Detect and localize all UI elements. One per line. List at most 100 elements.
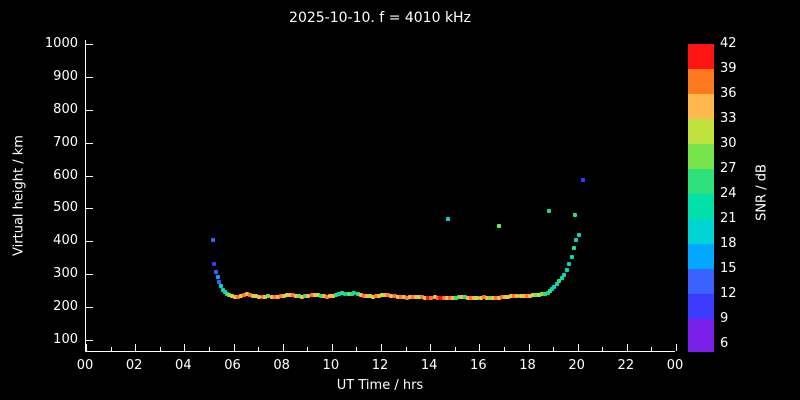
colorbar-segment (688, 194, 714, 219)
data-point (227, 292, 232, 297)
x-tick-mark (676, 344, 677, 351)
data-point (251, 293, 256, 298)
data-point (574, 238, 579, 243)
x-minor-tick-mark (602, 347, 604, 351)
data-point (426, 295, 431, 300)
data-point (573, 213, 578, 218)
x-minor-tick-mark (651, 347, 653, 351)
data-point (557, 279, 562, 284)
data-point (457, 295, 462, 300)
x-tick-label: 04 (175, 358, 192, 373)
data-point (343, 291, 348, 296)
data-point (478, 295, 483, 300)
data-point (554, 282, 559, 287)
data-point (290, 292, 295, 297)
data-point (564, 267, 569, 272)
data-point (331, 293, 336, 298)
y-tick-label: 500 (53, 200, 78, 216)
data-point (349, 291, 354, 296)
data-point (263, 294, 268, 299)
x-tick-label: 20 (568, 358, 585, 373)
colorbar-tick-label: 9 (720, 311, 729, 326)
data-point (309, 292, 314, 297)
colorbar-tick-label: 12 (720, 286, 737, 301)
data-point (327, 294, 332, 299)
colorbar-tick-label: 39 (720, 61, 737, 76)
data-point (219, 284, 224, 289)
colorbar-segment (688, 319, 714, 352)
data-point (386, 293, 391, 298)
data-point (567, 262, 572, 267)
x-minor-tick-mark (553, 347, 555, 351)
x-tick-mark (479, 344, 481, 351)
data-point (238, 294, 243, 299)
x-tick-label: 10 (322, 358, 340, 373)
data-point (547, 209, 552, 214)
x-tick-mark (381, 344, 382, 351)
data-point (484, 295, 489, 300)
data-point (278, 293, 283, 298)
data-point (463, 295, 468, 300)
data-point (398, 294, 403, 299)
data-point (481, 295, 486, 300)
data-point (383, 292, 388, 297)
data-point (515, 293, 520, 298)
data-point (521, 294, 526, 299)
data-point (269, 294, 274, 299)
data-point (506, 294, 511, 299)
x-minor-tick-mark (258, 347, 260, 351)
y-tick-mark (86, 142, 93, 144)
x-tick-mark (135, 344, 137, 351)
y-tick-label: 200 (53, 299, 78, 315)
data-point (254, 294, 259, 299)
data-point (540, 292, 545, 297)
data-point (503, 294, 508, 299)
data-point (435, 295, 440, 300)
data-point (487, 295, 492, 300)
x-tick-mark (184, 344, 186, 351)
x-tick-label: 16 (470, 358, 487, 373)
colorbar (688, 44, 714, 352)
data-point (377, 293, 382, 298)
data-point (392, 294, 397, 299)
data-point (499, 295, 504, 300)
data-point (367, 294, 372, 299)
data-point (321, 294, 326, 299)
data-point (361, 293, 366, 298)
colorbar-segment (688, 69, 714, 94)
data-point (312, 292, 317, 297)
y-tick-mark (86, 76, 93, 78)
data-point (562, 272, 567, 277)
data-point (413, 294, 418, 299)
y-axis-label: Virtual height / km (11, 135, 27, 256)
x-tick-label: 06 (224, 358, 241, 373)
data-point (559, 276, 564, 281)
y-tick-label: 900 (53, 68, 78, 84)
colorbar-segment (688, 269, 714, 294)
colorbar-tick-label: 27 (720, 161, 737, 176)
data-point (533, 292, 538, 297)
data-point (389, 293, 394, 298)
data-point (374, 294, 379, 299)
x-minor-tick-mark (159, 347, 161, 351)
colorbar-tick-label: 6 (720, 336, 729, 351)
data-point (576, 233, 581, 238)
data-point (543, 291, 548, 296)
data-point (232, 294, 237, 299)
colorbar-segment (688, 219, 714, 244)
data-point (497, 295, 501, 300)
data-point (432, 295, 437, 300)
x-tick-mark (577, 344, 579, 351)
x-tick-mark (86, 344, 87, 351)
colorbar-tick-label: 21 (720, 211, 737, 226)
data-point (315, 293, 320, 298)
data-point (294, 293, 299, 298)
data-point (215, 275, 220, 280)
data-point (225, 291, 230, 296)
data-point (217, 279, 222, 284)
data-point (337, 291, 342, 296)
data-point (518, 293, 523, 298)
data-point (509, 294, 514, 299)
y-tick-mark (86, 274, 93, 276)
